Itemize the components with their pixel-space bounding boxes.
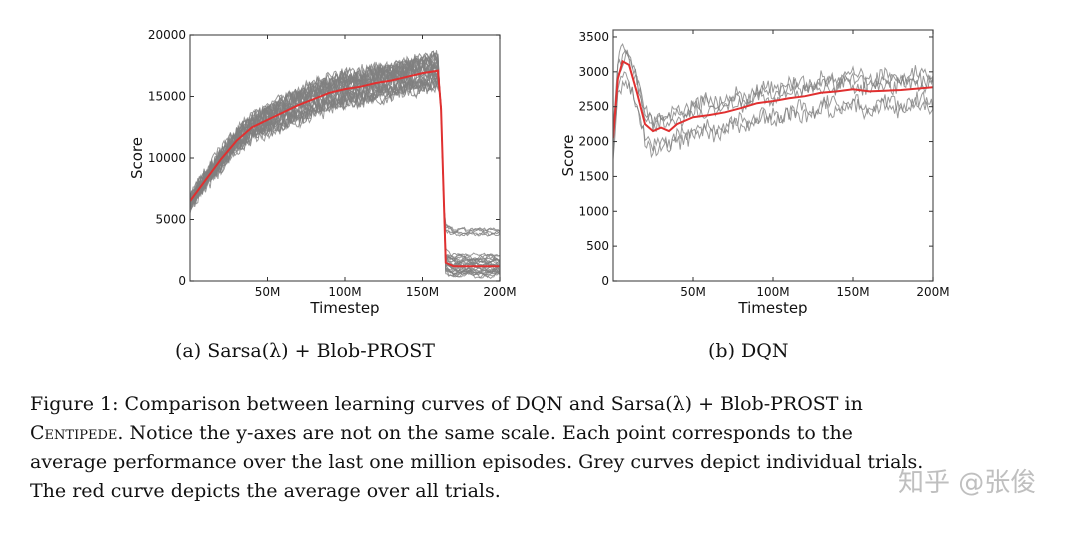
x-tick-label: 50M: [680, 285, 706, 299]
trial-curve: [613, 49, 933, 132]
trial-curve: [190, 70, 500, 269]
watermark: 知乎 @张俊: [898, 468, 1037, 498]
trial-curve: [190, 69, 500, 279]
x-tick-label: 100M: [328, 285, 361, 299]
y-tick-label: 500: [586, 239, 609, 253]
x-tick-label: 100M: [756, 285, 789, 299]
x-tick-label: 50M: [255, 285, 281, 299]
trial-curve: [613, 79, 933, 160]
trial-curve: [190, 74, 500, 275]
average-curve: [190, 69, 500, 268]
y-tick-label: 5000: [155, 213, 186, 227]
trial-curve: [190, 75, 500, 279]
x-axis-label: Timestep: [309, 299, 379, 317]
y-tick-label: 3500: [578, 30, 609, 44]
chart-sarsa-blob-prost: 0 5000 10000 15000 20000 50M 100M 150M 200M Times…: [110, 0, 530, 320]
figure-caption: Figure 1: Comparison between learning cu…: [30, 390, 1050, 506]
y-axis-label: Score: [128, 137, 146, 179]
caption-line-1: Figure 1: Comparison between learning cu…: [30, 393, 863, 415]
y-tick-label: 15000: [148, 90, 186, 104]
y-tick-label: 2000: [578, 135, 609, 149]
trial-curve: [190, 75, 500, 267]
y-tick-label: 1000: [578, 204, 609, 218]
caption-line-3: average performance over the last one mi…: [30, 451, 924, 473]
y-axis-label: Score: [559, 134, 577, 176]
x-axis-label: Timestep: [737, 299, 807, 317]
y-tick-label: 1500: [578, 169, 609, 183]
y-tick-label: 2500: [578, 100, 609, 114]
x-tick-label: 150M: [406, 285, 439, 299]
caption-line-4: The red curve depicts the average over a…: [30, 480, 501, 502]
y-tick-label: 0: [178, 274, 186, 288]
chart-a-svg: 0 5000 10000 15000 20000 50M 100M 150M 200M Times…: [128, 28, 517, 317]
x-tick-label: 200M: [916, 285, 949, 299]
caption-line-2: Centipede. Notice the y-axes are not on …: [30, 419, 1050, 448]
chart-dqn: 0 500 1000 1500 2000 2500 3000 3500 50M 100M 150M 2…: [545, 0, 965, 320]
trial-curve: [190, 76, 500, 277]
x-tick-label: 200M: [483, 285, 516, 299]
trial-curve: [613, 71, 933, 153]
x-tick-label: 150M: [836, 285, 869, 299]
subcaption-b: (b) DQN: [708, 340, 789, 362]
trial-curve: [613, 43, 933, 127]
y-tick-label: 10000: [148, 151, 186, 165]
y-tick-label: 20000: [148, 28, 186, 42]
y-tick-label: 3000: [578, 65, 609, 79]
average-curve: [613, 59, 933, 139]
subcaption-a: (a) Sarsa(λ) + Blob-PROST: [175, 340, 435, 362]
chart-b-svg: 0 500 1000 1500 2000 2500 3000 3500 50M 100M 150M 2…: [559, 29, 950, 317]
caption-smallcaps: Centipede.: [30, 422, 124, 444]
trial-curve: [190, 72, 500, 276]
y-tick-label: 0: [601, 274, 609, 288]
trial-curve: [190, 54, 500, 237]
caption-line-2-text: Notice the y-axes are not on the same sc…: [129, 422, 853, 444]
trial-curve: [190, 64, 500, 280]
